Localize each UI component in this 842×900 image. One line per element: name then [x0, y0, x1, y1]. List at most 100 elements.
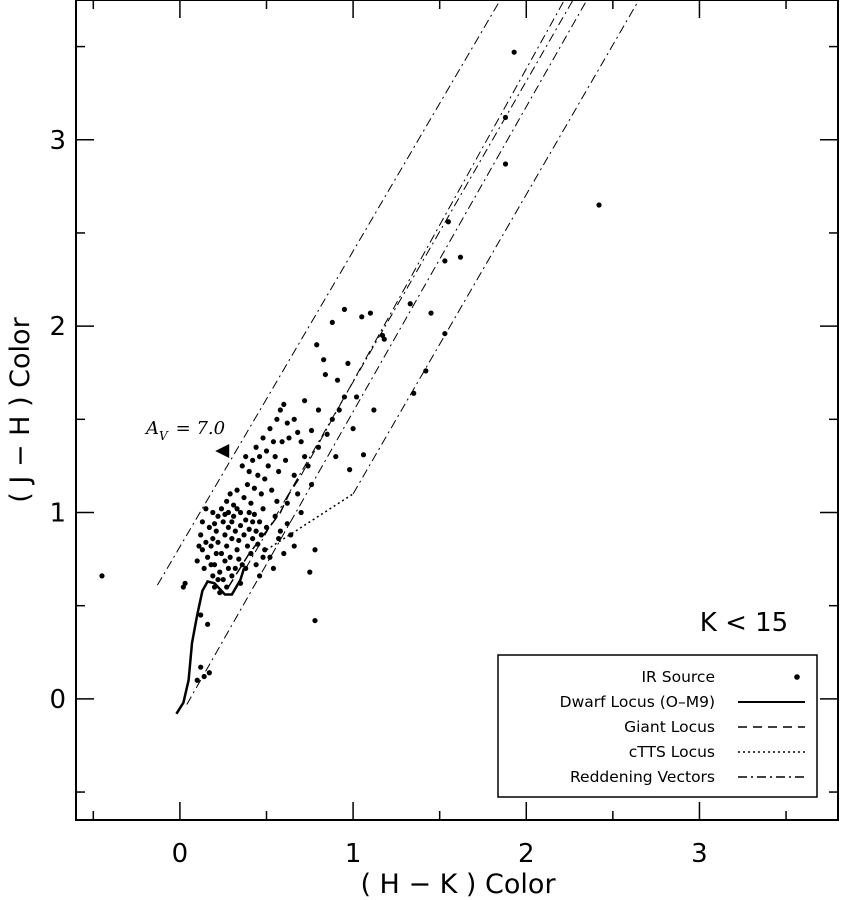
ir-source-point: [260, 506, 266, 512]
ir-source-point: [246, 468, 252, 475]
ir-source-point: [314, 342, 320, 348]
ir-source-point: [345, 360, 351, 367]
ir-source-point: [270, 565, 277, 572]
magnitude-cut-label: K < 15: [700, 608, 788, 638]
x-tick-label: 3: [691, 839, 708, 869]
ir-source-point: [234, 487, 240, 493]
ir-source-point: [229, 519, 235, 525]
ir-source-point: [308, 481, 315, 488]
legend-label: Reddening Vectors: [570, 768, 715, 786]
ir-source-point: [244, 543, 251, 549]
ir-source-point: [260, 435, 266, 441]
ir-source-point: [201, 673, 207, 680]
ir-source-point: [284, 500, 290, 506]
ir-source-point: [194, 677, 200, 683]
ir-source-point: [329, 416, 335, 422]
legend-label: IR Source: [641, 668, 715, 686]
ir-source-point: [359, 314, 365, 320]
ir-source-point: [411, 390, 417, 396]
ir-source-point: [182, 580, 188, 586]
legend-box: [497, 654, 818, 798]
ir-source-point: [334, 377, 341, 383]
ir-source-point: [237, 509, 244, 516]
extinction-symbol: A: [144, 418, 159, 439]
ir-source-point: [341, 306, 348, 312]
ir-source-point: [203, 506, 209, 512]
ir-source-point: [322, 371, 328, 378]
ir-source-point: [315, 407, 322, 413]
ir-source-point: [281, 401, 287, 408]
ir-source-point: [199, 519, 206, 525]
ir-source-point: [262, 547, 268, 553]
y-tick-label: 2: [49, 312, 66, 342]
reddening-vector: [245, 1, 574, 569]
giant-locus-line: [227, 474, 302, 588]
x-tick-label: 1: [345, 839, 362, 869]
ir-source-point: [224, 498, 230, 504]
ir-source-point: [256, 573, 263, 579]
ir-source-point: [502, 161, 509, 167]
ir-source-point: [230, 502, 237, 508]
extinction-value: = 7.0: [176, 418, 225, 439]
ir-source-point: [502, 114, 509, 121]
ir-source-point: [215, 513, 221, 519]
ir-source-point: [308, 427, 315, 434]
legend-dot-swatch: [794, 674, 800, 680]
ir-source-point: [224, 543, 230, 549]
ir-source-point: [315, 444, 322, 450]
series-layer: [156, 1, 639, 715]
ir-source-point: [291, 472, 297, 478]
ir-source-point: [336, 407, 342, 413]
ir-source-point: [227, 491, 233, 497]
ir-source-point: [230, 513, 237, 519]
ir-source-point: [244, 481, 251, 488]
ir-source-point: [324, 431, 330, 437]
ir-source-point: [333, 453, 339, 460]
ir-source-point: [267, 554, 273, 560]
ir-source-point: [222, 532, 228, 538]
ir-source-point: [211, 584, 218, 590]
ir-source-point: [276, 468, 282, 475]
ir-source-point: [298, 439, 304, 445]
ir-source-point: [298, 509, 304, 516]
ir-source-point: [225, 565, 231, 572]
ir-source-point: [232, 565, 238, 572]
y-axis-title: ( J − H ) Color: [5, 316, 36, 502]
ir-source-point: [260, 554, 266, 560]
ir-source-point: [511, 49, 517, 55]
ir-source-point: [248, 500, 254, 506]
ir-source-point: [211, 521, 218, 527]
ir-source-point: [218, 550, 225, 557]
legend-label: Giant Locus: [624, 718, 715, 736]
ir-source-point: [276, 535, 282, 542]
reddening-vector: [352, 1, 639, 495]
ctts-locus-line: [266, 493, 354, 551]
ir-source-point: [210, 509, 216, 516]
reddening-vector: [186, 1, 587, 705]
extinction-subscript: V: [159, 429, 169, 443]
ir-source-point: [205, 621, 211, 627]
ir-source-point: [353, 394, 360, 400]
ir-source-point: [407, 301, 413, 307]
ir-source-point: [262, 476, 268, 482]
ir-source-point: [217, 569, 223, 575]
ir-source-point: [217, 590, 223, 596]
ir-source-point: [255, 541, 261, 547]
ir-source-point: [312, 617, 318, 624]
ir-source-point: [350, 426, 356, 432]
ir-source-point: [274, 416, 280, 422]
ir-source-point: [99, 573, 105, 579]
ir-source-point: [265, 463, 271, 469]
ir-source-point: [206, 524, 212, 531]
ir-source-point: [255, 472, 261, 478]
ir-source-point: [243, 453, 249, 460]
ir-source-point: [277, 407, 283, 413]
ir-source-point: [295, 491, 301, 497]
ir-source-point: [198, 612, 204, 618]
x-tick-label: 0: [172, 839, 189, 869]
ir-source-point: [234, 506, 240, 512]
ir-source-point: [347, 467, 353, 473]
ir-source-point: [267, 426, 273, 432]
ir-source-point: [205, 554, 211, 560]
